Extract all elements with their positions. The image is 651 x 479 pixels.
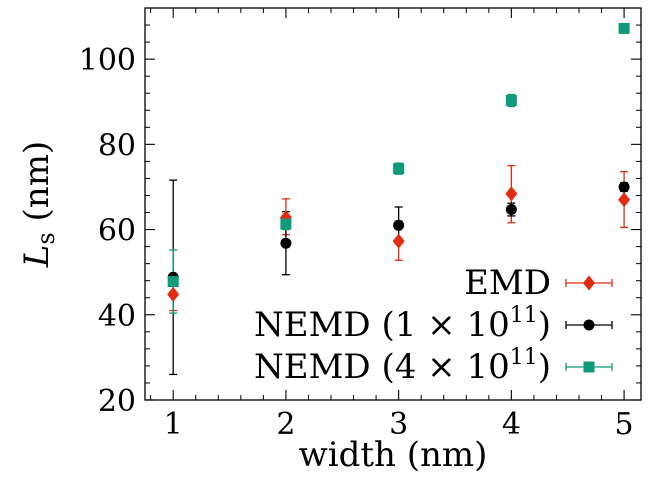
data-point-square (280, 218, 292, 230)
legend-label-nemd-4e11-suffix: ) (538, 347, 551, 387)
legend: EMD NEMD (1 × 1011) NEMD (4 × 1011) (254, 263, 613, 387)
legend-label-nemd-4e11-exponent: 11 (510, 345, 538, 370)
legend-label-emd: EMD (464, 263, 551, 303)
x-tick-label: 2 (276, 407, 295, 442)
data-point-circle (393, 219, 405, 231)
data-point-square (393, 163, 405, 175)
x-tick-label: 5 (615, 407, 634, 442)
y-tick-label: 80 (98, 128, 136, 163)
legend-label-nemd-1e11-prefix: NEMD (1 × 10 (254, 305, 510, 345)
y-tick-label: 40 (98, 299, 136, 334)
legend-marker-circle (583, 319, 595, 331)
y-axis-label: Ls (nm) (17, 141, 60, 268)
data-point-square (618, 22, 630, 34)
x-tick-label: 1 (164, 407, 183, 442)
legend-label-nemd-1e11-exponent: 11 (510, 303, 538, 328)
legend-markers (565, 275, 613, 373)
y-tick-label: 100 (79, 43, 136, 78)
data-point-circle (505, 204, 517, 216)
y-axis-label-subscript: s (32, 232, 60, 244)
legend-label-nemd-4e11: NEMD (4 × 1011) (254, 345, 551, 387)
tick-labels: 1 2 3 4 5 20 40 60 80 100 (79, 43, 634, 442)
y-tick-label: 20 (98, 384, 136, 419)
x-tick-label: 3 (389, 407, 408, 442)
data-point-diamond (618, 192, 631, 208)
y-axis-label-symbol: L (17, 245, 57, 269)
x-axis-label: width (nm) (299, 435, 488, 475)
data-marks (167, 22, 631, 376)
data-point-square (505, 94, 517, 106)
axis-ticks (145, 7, 641, 401)
legend-label-nemd-1e11-suffix: ) (538, 305, 551, 345)
data-point-diamond (505, 186, 518, 202)
legend-label-nemd-1e11: NEMD (1 × 1011) (254, 303, 551, 345)
data-point-circle (618, 181, 630, 193)
y-axis-label-unit: (nm) (17, 141, 57, 232)
plot-frame (144, 7, 642, 401)
data-point-circle (280, 237, 292, 249)
x-tick-label: 4 (502, 407, 521, 442)
data-point-square (167, 276, 179, 288)
y-tick-label: 60 (98, 214, 136, 249)
data-point-diamond (167, 286, 180, 302)
data-point-diamond (392, 233, 405, 249)
legend-marker-diamond (583, 275, 595, 291)
legend-marker-square (583, 361, 595, 373)
legend-label-nemd-4e11-prefix: NEMD (4 × 10 (254, 347, 510, 387)
